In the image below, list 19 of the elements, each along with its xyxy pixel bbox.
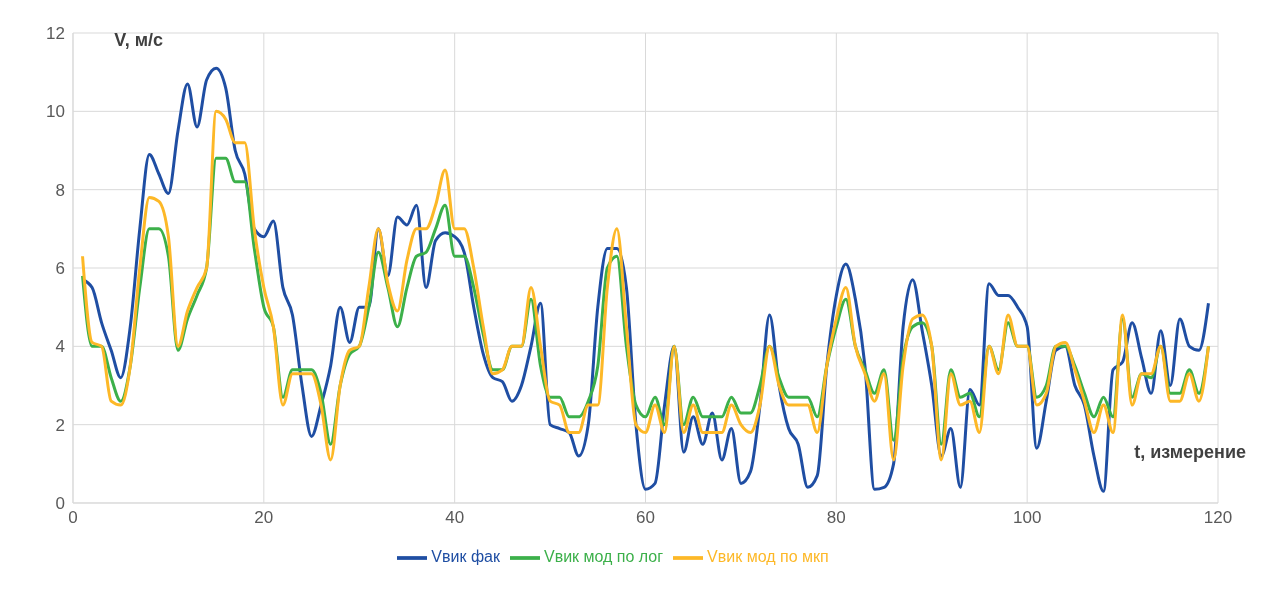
y-axis-title: V, м/с	[114, 29, 163, 50]
legend-label: Vвик мод по лог	[543, 548, 664, 566]
y-tick-label: 8	[55, 180, 65, 200]
legend-label: Vвик фак	[431, 548, 500, 566]
y-tick-label: 2	[55, 415, 65, 435]
y-tick-label: 4	[55, 337, 65, 357]
x-tick-label: 120	[1203, 508, 1233, 528]
y-tick-label: 0	[55, 494, 65, 514]
y-tick-label: 10	[46, 102, 65, 122]
x-tick-label: 60	[636, 508, 655, 528]
y-tick-label: 12	[46, 24, 65, 44]
x-tick-label: 80	[826, 508, 846, 528]
x-tick-label: 20	[254, 508, 274, 528]
x-tick-label: 0	[68, 508, 78, 528]
legend-label: Vвик мод по мкп	[707, 548, 829, 566]
x-axis-title: t, измерение	[1134, 441, 1246, 462]
y-tick-label: 6	[55, 259, 65, 279]
x-tick-label: 40	[445, 508, 465, 528]
x-tick-label: 100	[1012, 508, 1042, 528]
